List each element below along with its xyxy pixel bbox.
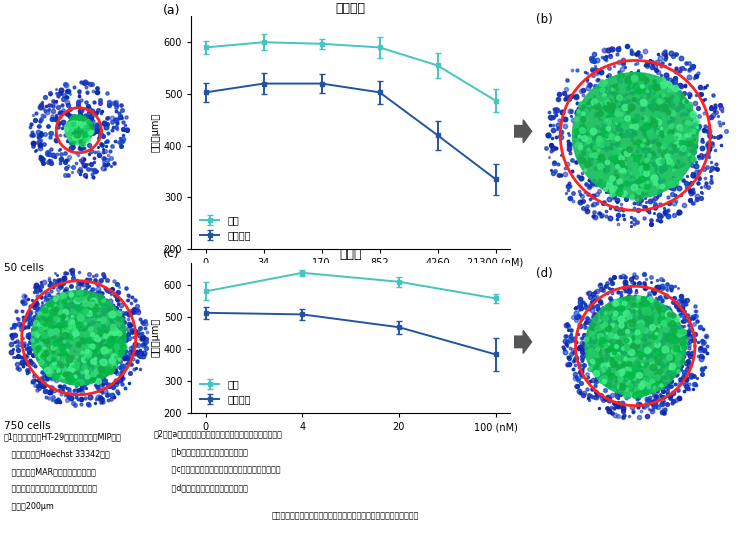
Legend: 尺寸, 低氧面积: 尺寸, 低氧面积	[196, 375, 254, 408]
Circle shape	[585, 296, 686, 396]
Text: 红色圆圈：超出一定低氧程度的低氧区域: 红色圆圈：超出一定低氧程度的低氧区域	[4, 485, 97, 493]
Text: （d）使用伊立替康处理的微球图像: （d）使用伊立替康处理的微球图像	[154, 484, 248, 492]
Text: (d): (d)	[536, 267, 553, 280]
Y-axis label: 直径（μm）: 直径（μm）	[151, 113, 161, 152]
Text: (b): (b)	[536, 13, 553, 26]
Text: （b）使用伊立替康处理的微球图像: （b）使用伊立替康处理的微球图像	[154, 447, 248, 456]
Circle shape	[65, 117, 92, 144]
Text: 标尺：200μm: 标尺：200μm	[4, 502, 54, 511]
Circle shape	[32, 290, 126, 385]
Text: 绿色：经过MAR探针染色的低氧区域: 绿色：经过MAR探针染色的低氧区域	[4, 467, 96, 476]
FancyArrow shape	[514, 120, 532, 143]
Text: 50 cells: 50 cells	[4, 263, 44, 272]
FancyArrow shape	[514, 330, 532, 353]
Text: (a): (a)	[163, 4, 180, 17]
Text: 图2：（a）微球尺寸和低氧区域的伊立替康浓度依赖性变化: 图2：（a）微球尺寸和低氧区域的伊立替康浓度依赖性变化	[154, 429, 283, 438]
Y-axis label: 直径（μm）: 直径（μm）	[151, 318, 161, 357]
Text: (c): (c)	[163, 247, 179, 259]
Text: 蓝色：核经过Hoechst 33342染色: 蓝色：核经过Hoechst 33342染色	[4, 450, 109, 458]
Text: 图1：由不同数量HT-29细胞组成的微球MIP图像: 图1：由不同数量HT-29细胞组成的微球MIP图像	[4, 432, 122, 441]
Legend: 尺寸, 低氧面积: 尺寸, 低氧面积	[196, 211, 254, 244]
Text: 750 cells: 750 cells	[4, 421, 50, 431]
Text: （c）微球尺寸和低氧区域的鱼藤酮浓度依赖性变化: （c）微球尺寸和低氧区域的鱼藤酮浓度依赖性变化	[154, 465, 280, 474]
Title: 伊立替康: 伊立替康	[336, 2, 366, 15]
Circle shape	[572, 73, 698, 198]
Text: （通过将超过低氧阈值水平的总区域拟合为圆形估算低氧区域的直径）: （通过将超过低氧阈值水平的总区域拟合为圆形估算低氧区域的直径）	[272, 511, 419, 520]
Title: 鱼藤酮: 鱼藤酮	[339, 248, 362, 261]
